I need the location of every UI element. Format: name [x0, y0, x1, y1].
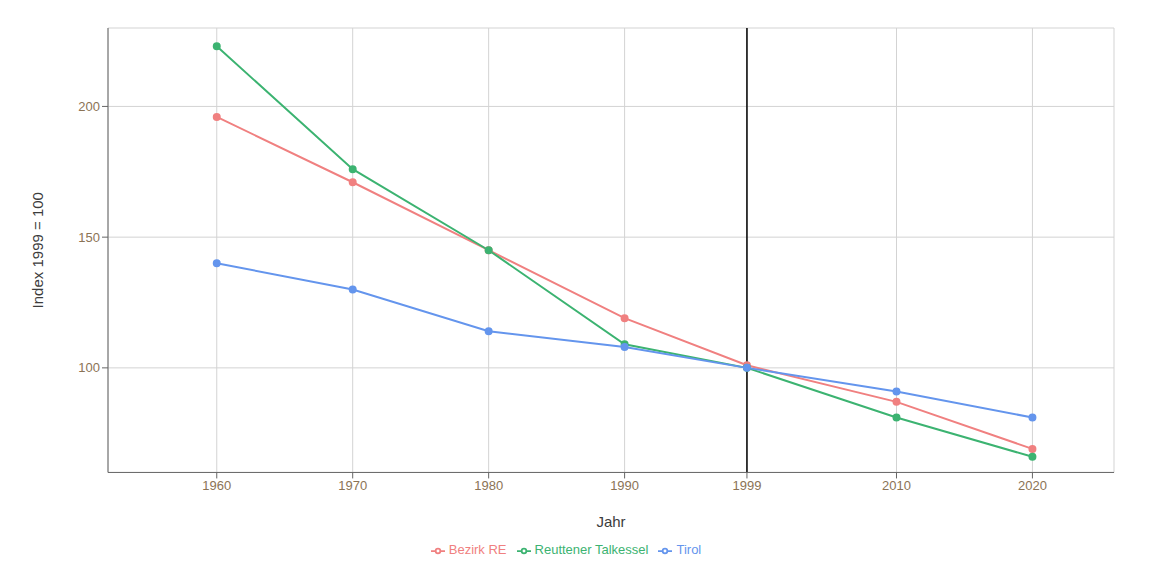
svg-text:100: 100	[78, 360, 100, 375]
svg-text:1960: 1960	[202, 478, 231, 493]
svg-text:200: 200	[78, 99, 100, 114]
svg-text:150: 150	[78, 230, 100, 245]
svg-text:1999: 1999	[732, 478, 761, 493]
svg-text:Jahr: Jahr	[596, 513, 625, 530]
svg-text:1980: 1980	[474, 478, 503, 493]
svg-text:2010: 2010	[882, 478, 911, 493]
svg-text:1990: 1990	[610, 478, 639, 493]
html-text:Tirol: Tirol	[676, 542, 702, 558]
html-text:Bezirk RE: Bezirk RE	[448, 542, 507, 558]
svg-text:1970: 1970	[338, 478, 367, 493]
html-text:Reuttener Talkessel: Reuttener Talkessel	[534, 542, 649, 558]
svg-text:2020: 2020	[1018, 478, 1047, 493]
svg-text:Index 1999 = 100: Index 1999 = 100	[29, 192, 46, 308]
